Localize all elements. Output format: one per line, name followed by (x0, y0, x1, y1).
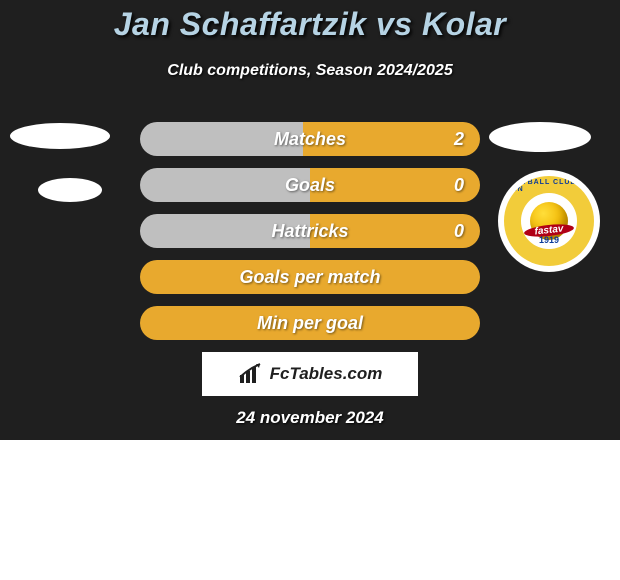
bars-icon (238, 363, 264, 385)
stat-label: Hattricks (140, 221, 480, 242)
page-subtitle: Club competitions, Season 2024/2025 (0, 62, 620, 80)
stat-right-value: 0 (454, 175, 464, 196)
logo-text: FcTables.com (270, 364, 383, 384)
placeholder-ellipse (10, 123, 110, 149)
club-badge-year: 1919 (539, 235, 559, 245)
placeholder-ellipse (38, 178, 102, 202)
placeholder-ellipse (489, 122, 591, 152)
stat-right-value: 2 (454, 129, 464, 150)
page-title: Jan Schaffartzik vs Kolar (0, 6, 620, 43)
comparison-infographic: Jan Schaffartzik vs Kolar Club competiti… (0, 0, 620, 580)
stat-right-value: 0 (454, 221, 464, 242)
stat-row: Min per goal (140, 306, 480, 340)
stat-row: Matches2 (140, 122, 480, 156)
stat-label: Goals (140, 175, 480, 196)
footer-date: 24 november 2024 (0, 408, 620, 428)
club-badge: FOOTBALL CLUB ZLINfastav1919 (498, 170, 600, 272)
stat-row: Goals per match (140, 260, 480, 294)
stat-label: Matches (140, 129, 480, 150)
fctables-logo: FcTables.com (202, 352, 418, 396)
stat-row: Goals0 (140, 168, 480, 202)
stat-label: Goals per match (140, 267, 480, 288)
club-badge-arc-text: FOOTBALL CLUB ZLIN (504, 179, 594, 193)
stat-row: Hattricks0 (140, 214, 480, 248)
stat-label: Min per goal (140, 313, 480, 334)
